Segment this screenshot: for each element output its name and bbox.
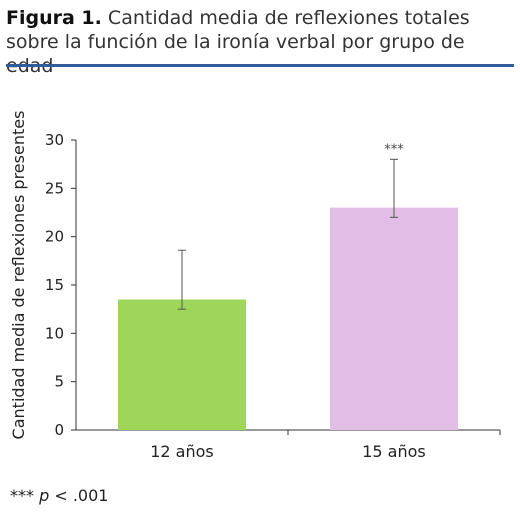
- footnote-stars: ***: [10, 486, 34, 505]
- significance-marker: ***: [384, 142, 404, 157]
- figure-caption-text: Cantidad media de reflexiones totales so…: [6, 7, 470, 77]
- y-tick-label: 20: [45, 228, 64, 246]
- caption-divider: [6, 64, 514, 67]
- y-tick-label: 10: [45, 324, 64, 342]
- x-tick-label: 15 años: [362, 442, 426, 461]
- significance-footnote: *** p < .001: [10, 486, 108, 505]
- bar-chart: 0 5 10 15 20 25 30 Cantidad media de reflexione…: [9, 111, 501, 461]
- y-tick-label: 15: [45, 276, 64, 294]
- bar: [330, 207, 458, 430]
- bar: [118, 299, 246, 430]
- figure-label: Figura 1.: [6, 7, 102, 29]
- y-tick-label: 0: [54, 421, 64, 439]
- y-axis-label: Cantidad media de reflexiones presentes: [9, 111, 28, 440]
- footnote-threshold: < .001: [54, 486, 109, 505]
- y-tick-label: 30: [45, 131, 64, 149]
- x-tick-label: 12 años: [150, 442, 214, 461]
- y-tick-label: 5: [54, 373, 64, 391]
- figure-caption: Figura 1. Cantidad media de reflexiones …: [6, 6, 506, 78]
- y-tick-label: 25: [45, 179, 64, 197]
- footnote-p: p: [39, 486, 50, 505]
